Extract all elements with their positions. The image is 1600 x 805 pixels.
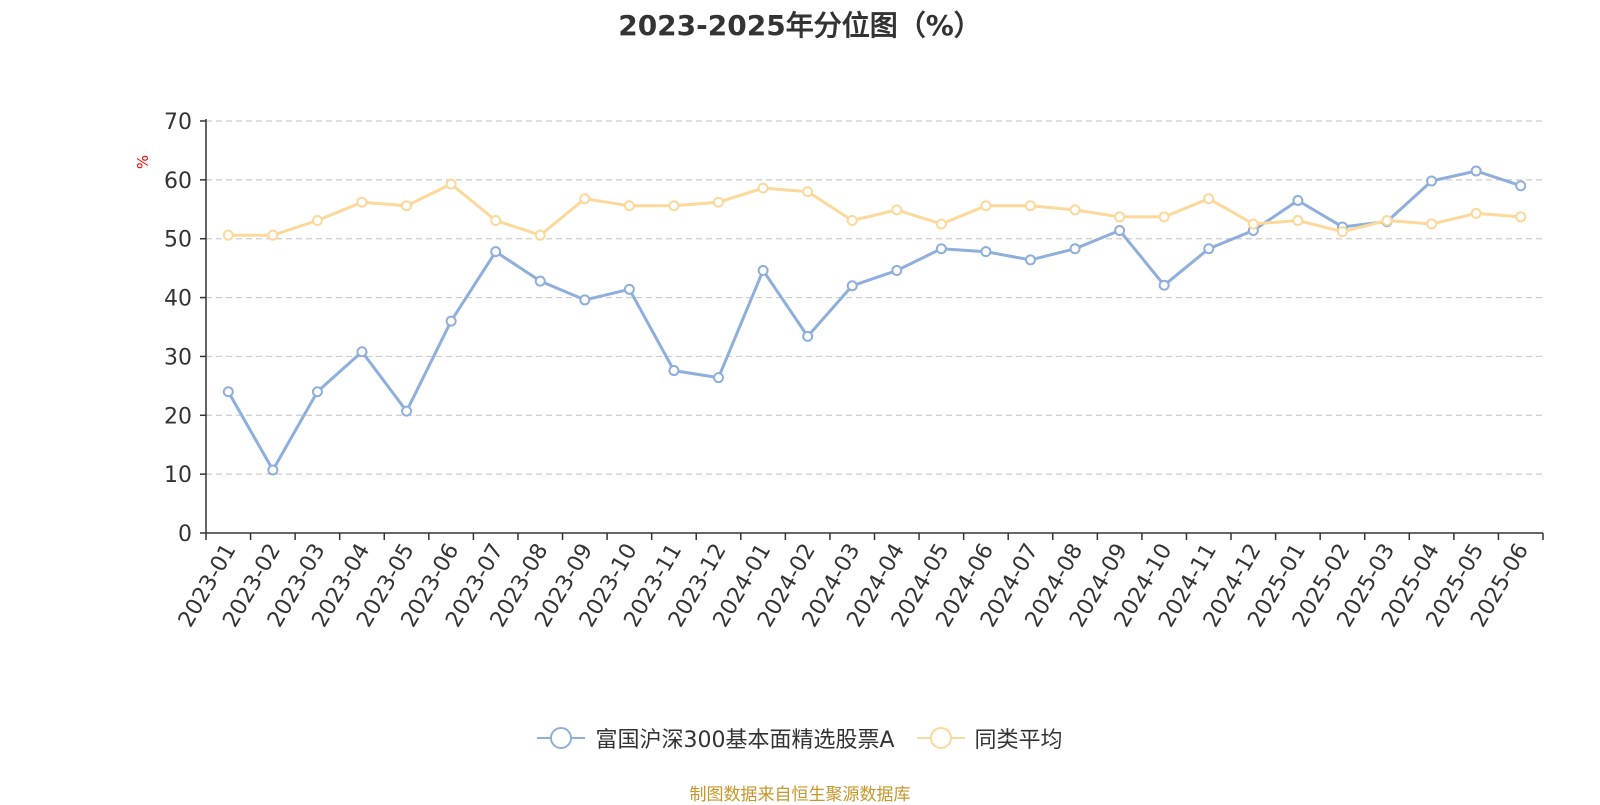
data-point-series-0[interactable] [1024,254,1036,266]
data-point-series-1[interactable] [1426,218,1438,230]
data-point-series-1[interactable] [668,200,680,212]
data-point-series-0[interactable] [1426,175,1438,187]
y-tick-label: 70 [164,110,192,135]
data-point-series-1[interactable] [1203,193,1215,205]
data-point-series-0[interactable] [445,315,457,327]
data-point-series-1[interactable] [356,196,368,208]
data-point-series-1[interactable] [490,214,502,226]
data-point-series-1[interactable] [1069,204,1081,216]
source-note: 制图数据来自恒生聚源数据库 [689,785,911,805]
data-point-series-1[interactable] [1470,207,1482,219]
data-point-series-0[interactable] [891,264,903,276]
data-point-series-0[interactable] [267,464,279,476]
y-tick-label: 0 [178,522,192,547]
data-point-series-0[interactable] [1069,243,1081,255]
data-point-series-1[interactable] [534,229,546,241]
data-point-series-1[interactable] [891,204,903,216]
chart-title: 2023-2025年分位图（%） [618,9,982,42]
data-point-series-1[interactable] [579,193,591,205]
data-point-series-1[interactable] [1158,211,1170,223]
legend-label-average: 同类平均 [974,728,1063,753]
data-point-series-1[interactable] [311,214,323,226]
data-point-series-0[interactable] [1203,243,1215,255]
data-point-series-0[interactable] [311,386,323,398]
y-tick-label: 50 [164,228,192,253]
data-point-series-0[interactable] [1470,165,1482,177]
data-point-series-0[interactable] [935,243,947,255]
data-point-series-0[interactable] [713,372,725,384]
axes: 010203040506070%2023-012023-022023-03202… [134,110,1544,632]
data-point-series-1[interactable] [846,214,858,226]
y-tick-label: 10 [164,463,192,488]
data-point-series-1[interactable] [401,200,413,212]
series-line-0 [226,169,1522,472]
data-point-series-0[interactable] [980,246,992,258]
data-point-series-1[interactable] [1515,211,1527,223]
data-point-series-1[interactable] [1024,200,1036,212]
data-point-series-1[interactable] [1114,211,1126,223]
data-point-series-1[interactable] [980,200,992,212]
data-point-series-0[interactable] [1158,279,1170,291]
data-point-series-0[interactable] [1515,180,1527,192]
data-point-series-0[interactable] [757,264,769,276]
data-point-series-0[interactable] [846,280,858,292]
data-point-series-0[interactable] [401,405,413,417]
data-point-series-1[interactable] [1336,226,1348,238]
legend-marker-average-icon [916,727,965,749]
y-tick-label: 20 [164,404,192,429]
data-point-series-0[interactable] [623,283,635,295]
gridlines [206,120,1543,475]
data-point-series-0[interactable] [1292,194,1304,206]
legend-marker-fund-icon [537,727,586,749]
data-point-series-1[interactable] [935,218,947,230]
legend-label-fund: 富国沪深300基本面精选股票A [595,728,895,753]
data-point-series-1[interactable] [222,229,234,241]
series-lines [222,165,1527,476]
data-point-series-1[interactable] [713,196,725,208]
legend: 富国沪深300基本面精选股票A 同类平均 [0,722,1600,754]
y-tick-label: 40 [164,287,192,312]
data-point-series-0[interactable] [579,294,591,306]
data-point-series-0[interactable] [222,386,234,398]
data-point-series-1[interactable] [267,229,279,241]
data-point-series-0[interactable] [1114,224,1126,236]
legend-item-category-average[interactable]: 同类平均 [916,722,1063,754]
data-point-series-1[interactable] [1292,214,1304,226]
y-tick-label: 30 [164,345,192,370]
data-point-series-1[interactable] [1381,214,1393,226]
data-point-series-1[interactable] [445,178,457,190]
y-axis-label: % [134,155,152,169]
data-point-series-0[interactable] [668,365,680,377]
data-point-series-1[interactable] [1247,218,1259,230]
data-point-series-0[interactable] [356,346,368,358]
legend-item-fund[interactable]: 富国沪深300基本面精选股票A [537,722,895,754]
data-point-series-1[interactable] [623,200,635,212]
data-point-series-1[interactable] [757,182,769,194]
data-point-series-0[interactable] [534,275,546,287]
data-point-series-0[interactable] [490,246,502,258]
data-point-series-0[interactable] [802,330,814,342]
y-tick-label: 60 [164,169,192,194]
series-line-1 [228,182,1521,237]
data-point-series-1[interactable] [802,186,814,198]
